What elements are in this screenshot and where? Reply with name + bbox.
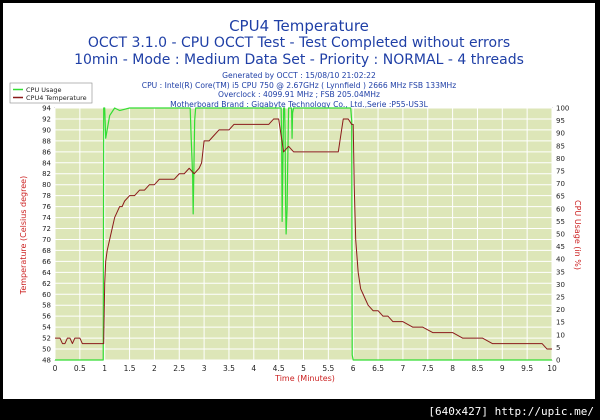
y-right-tick-label: 95 <box>556 117 565 125</box>
y-left-tick-label: 76 <box>42 203 51 211</box>
y-left-tick-label: 74 <box>42 214 51 222</box>
y-axis-right-label: CPU Usage (in %) <box>573 200 582 270</box>
y-right-tick-label: 45 <box>556 243 565 251</box>
y-left-tick-label: 68 <box>42 247 51 255</box>
x-tick-label: 0.5 <box>74 364 86 373</box>
y-left-tick-label: 58 <box>42 302 51 310</box>
legend-box <box>9 82 93 104</box>
x-tick-label: 10 <box>547 364 557 373</box>
x-tick-label: 2.5 <box>173 364 185 373</box>
y-left-tick-label: 60 <box>42 291 51 299</box>
x-tick-label: 3.5 <box>223 364 235 373</box>
chart-title: CPU4 Temperature <box>229 17 369 35</box>
y-left-tick-label: 64 <box>42 269 51 277</box>
x-tick-label: 8.5 <box>471 364 483 373</box>
y-right-tick-label: 60 <box>556 205 565 213</box>
y-left-tick-label: 48 <box>42 357 51 365</box>
info-overclock: Overclock : 4099.91 MHz ; FSB 205.04MHz <box>218 90 380 99</box>
y-left-tick-label: 94 <box>42 105 51 113</box>
y-left-tick-label: 88 <box>42 137 51 145</box>
cpu4-temperature-series-line <box>55 118 552 350</box>
chart-subtitle-test: OCCT 3.1.0 - CPU OCCT Test - Test Comple… <box>87 35 511 51</box>
y-left-tick-label: 50 <box>42 346 51 354</box>
x-tick-label: 5.5 <box>322 364 334 373</box>
y-left-tick-label: 54 <box>42 324 51 332</box>
x-tick-label: 6 <box>351 364 356 373</box>
y-right-tick-label: 80 <box>556 155 565 163</box>
x-axis-label: Time (Minutes) <box>274 374 335 383</box>
y-right-tick-label: 85 <box>556 142 565 150</box>
y-right-tick-label: 15 <box>556 319 565 327</box>
y-right-tick-label: 90 <box>556 130 565 138</box>
y-left-tick-label: 62 <box>42 280 51 288</box>
y-left-tick-label: 78 <box>42 192 51 200</box>
y-left-tick-label: 80 <box>42 181 51 189</box>
y-right-tick-label: 10 <box>556 331 565 339</box>
info-generated: Generated by OCCT : 15/08/10 21:02:22 <box>222 71 376 80</box>
y-left-tick-label: 92 <box>42 115 51 123</box>
x-tick-label: 2 <box>152 364 157 373</box>
y-right-tick-label: 100 <box>556 105 569 113</box>
x-tick-label: 1 <box>102 364 107 373</box>
x-tick-label: 8 <box>450 364 455 373</box>
info-motherboard: Motherboard Brand : Gigabyte Technology … <box>170 99 428 109</box>
x-tick-label: 0 <box>53 364 58 373</box>
y-right-tick-label: 35 <box>556 268 565 276</box>
x-tick-label: 5 <box>301 364 306 373</box>
legend-entry: CPU4 Temperature <box>26 94 87 102</box>
y-right-tick-label: 75 <box>556 168 565 176</box>
y-right-tick-label: 50 <box>556 231 565 239</box>
y-left-tick-label: 52 <box>42 335 51 343</box>
x-tick-label: 9.5 <box>521 364 533 373</box>
y-right-tick-label: 25 <box>556 294 565 302</box>
y-right-tick-label: 5 <box>556 344 560 352</box>
y-left-tick-label: 70 <box>42 236 51 244</box>
y-left-tick-label: 72 <box>42 225 51 233</box>
y-left-tick-label: 84 <box>42 159 51 167</box>
y-left-tick-label: 90 <box>42 126 51 134</box>
y-right-tick-label: 65 <box>556 193 565 201</box>
info-cpu: CPU : Intel(R) Core(TM) i5 CPU 750 @ 2.6… <box>141 80 457 90</box>
y-axis-left-label: Temperature (Celsius degree) <box>19 176 28 295</box>
y-left-tick-label: 82 <box>42 170 51 178</box>
y-right-tick-label: 40 <box>556 256 565 264</box>
y-right-tick-label: 55 <box>556 218 565 226</box>
x-tick-label: 7.5 <box>422 364 434 373</box>
legend-entry: CPU Usage <box>26 86 62 94</box>
y-right-tick-label: 30 <box>556 281 565 289</box>
cpu-usage-series-line <box>55 107 552 361</box>
x-tick-label: 4.5 <box>273 364 285 373</box>
y-left-tick-label: 56 <box>42 313 51 321</box>
x-tick-label: 1.5 <box>124 364 136 373</box>
x-tick-label: 6.5 <box>372 364 384 373</box>
x-tick-label: 9 <box>500 364 505 373</box>
y-right-tick-label: 0 <box>556 357 560 365</box>
x-tick-label: 7 <box>401 364 406 373</box>
y-right-tick-label: 70 <box>556 180 565 188</box>
y-left-tick-label: 86 <box>42 148 51 156</box>
chart-subtitle-mode: 10min - Mode : Medium Data Set - Priorit… <box>74 52 524 68</box>
y-left-tick-label: 66 <box>42 258 51 266</box>
footer-watermark: [640x427] http://upic.me/ <box>428 405 594 418</box>
x-tick-label: 3 <box>202 364 207 373</box>
x-tick-label: 4 <box>251 364 256 373</box>
y-right-tick-label: 20 <box>556 306 565 314</box>
